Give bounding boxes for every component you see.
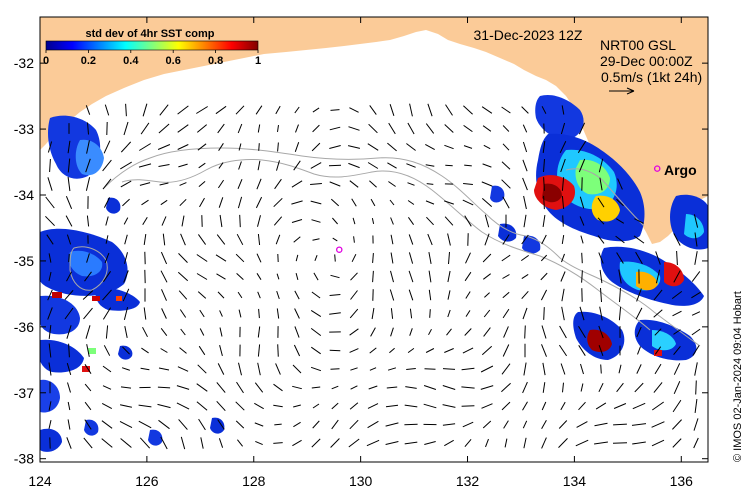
argo-label: Argo <box>664 162 697 178</box>
current-vector <box>330 350 341 351</box>
lat-tick-label: -33 <box>14 121 34 137</box>
current-vector <box>259 143 260 151</box>
colorbar-gradient <box>46 41 258 50</box>
current-vector <box>331 369 340 370</box>
current-vector <box>525 326 526 339</box>
current-vector <box>582 253 583 263</box>
analysis-time-label: 29-Dec 00:00Z <box>600 53 693 69</box>
current-vector <box>696 381 697 395</box>
current-vector <box>240 215 241 227</box>
lon-tick-label: 132 <box>456 473 480 489</box>
colorbar-title: std dev of 4hr SST comp <box>86 28 215 40</box>
vector-scale-label: 0.5m/s (1kt 24h) <box>601 69 702 85</box>
current-vector <box>613 443 627 444</box>
lon-tick-label: 134 <box>563 473 587 489</box>
lat-tick-label: -32 <box>14 55 34 71</box>
colorbar-tick-label: 0.4 <box>123 55 139 67</box>
current-vector <box>430 309 431 318</box>
current-vector <box>601 365 602 374</box>
lon-tick-label: 124 <box>28 473 52 489</box>
colorbar-tick-label: 0.6 <box>166 55 181 67</box>
sst-current-map: 124 126 128 130 132 134 136 -32 -33 -34 -35 -36 -37… <box>0 0 750 496</box>
product-label: NRT00 GSL <box>600 37 676 53</box>
lat-tick-label: -37 <box>14 385 34 401</box>
current-vector <box>335 254 336 261</box>
lon-tick-label: 130 <box>349 473 373 489</box>
lon-tick-label: 136 <box>670 473 694 489</box>
lat-tick-label: -34 <box>14 187 34 203</box>
current-vector <box>425 369 436 370</box>
colorbar-tick-label: 0 <box>43 55 49 67</box>
colorbar-tick-label: 0.2 <box>81 55 96 67</box>
date-label: 31-Dec-2023 12Z <box>474 27 583 43</box>
current-vector <box>278 344 279 356</box>
colorbar-tick-label: 0.8 <box>208 55 223 67</box>
lat-tick-label: -36 <box>14 319 34 335</box>
current-vector <box>563 215 564 226</box>
colorbar-tick-label: 1 <box>255 55 261 67</box>
lon-tick-label: 128 <box>242 473 266 489</box>
lon-tick-label: 126 <box>135 473 159 489</box>
lat-tick-label: -38 <box>14 451 34 467</box>
current-vector <box>544 307 545 320</box>
imos-credit: © IMOS 02-Jan-2024 09:04 Hobart <box>732 291 744 462</box>
lat-tick-label: -35 <box>14 253 34 269</box>
current-vector <box>69 254 70 262</box>
